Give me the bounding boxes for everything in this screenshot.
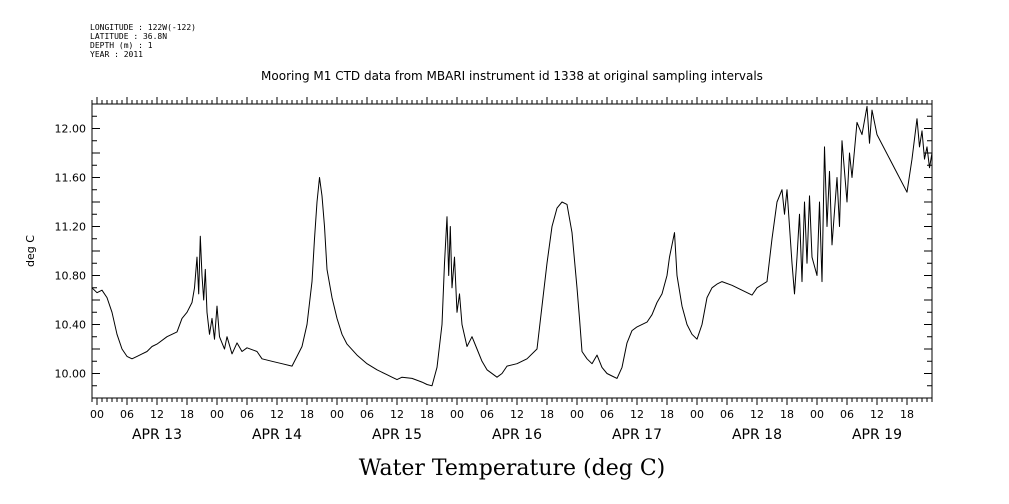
y-axis-label: deg C	[24, 235, 37, 267]
x-tick-label: 06	[600, 408, 614, 421]
x-tick-label: 00	[810, 408, 824, 421]
y-axis: 10.00 10.40 10.80 11.20 11.60 12.00	[55, 103, 932, 399]
x-tick-label: 06	[840, 408, 854, 421]
x-tick-label: 12	[390, 408, 404, 421]
x-tick-label: 00	[330, 408, 344, 421]
x-tick-label: 00	[210, 408, 224, 421]
x-axis-label: Water Temperature (deg C)	[359, 456, 666, 481]
series-group	[91, 105, 933, 387]
meta-longitude: LONGITUDE : 122W(-122)	[90, 23, 196, 32]
x-tick-label: 18	[300, 408, 314, 421]
x-day-label: APR 14	[252, 427, 302, 443]
x-tick-label: 00	[90, 408, 104, 421]
meta-year: YEAR : 2011	[90, 50, 143, 59]
meta-latitude: LATITUDE : 36.8N	[90, 32, 167, 41]
location-metadata: LONGITUDE : 122W(-122) LATITUDE : 36.8N …	[90, 23, 196, 59]
x-day-label: APR 18	[732, 427, 782, 443]
plot-frame	[91, 103, 933, 399]
y-tick-label: 10.00	[55, 368, 87, 381]
x-tick-label: 18	[660, 408, 674, 421]
x-tick-label: 12	[270, 408, 284, 421]
y-tick-label: 10.80	[55, 270, 87, 283]
x-tick-label: 06	[240, 408, 254, 421]
x-tick-label: 06	[480, 408, 494, 421]
chart-title: Mooring M1 CTD data from MBARI instrumen…	[261, 69, 763, 83]
x-tick-label: 12	[630, 408, 644, 421]
x-tick-label: 12	[510, 408, 524, 421]
x-tick-label: 18	[780, 408, 794, 421]
x-day-label: APR 19	[852, 427, 902, 443]
meta-depth: DEPTH (m) : 1	[90, 41, 153, 50]
x-tick-label: 00	[450, 408, 464, 421]
x-tick-label: 12	[870, 408, 884, 421]
y-tick-label: 11.60	[55, 172, 87, 185]
y-tick-label: 10.40	[55, 319, 87, 332]
y-tick-label: 11.20	[55, 221, 87, 234]
x-tick-label: 18	[540, 408, 554, 421]
x-axis: 00 06 12 18 00 06 12 18 00 06 12 18 00 06 12 18 00 06 12 18…	[90, 97, 933, 443]
x-tick-label: 18	[900, 408, 914, 421]
x-day-label: APR 17	[612, 427, 662, 443]
x-day-label: APR 16	[492, 427, 542, 443]
x-tick-label: 18	[180, 408, 194, 421]
x-tick-label: 06	[360, 408, 374, 421]
x-tick-label: 00	[690, 408, 704, 421]
x-tick-label: 12	[150, 408, 164, 421]
x-tick-label: 18	[420, 408, 434, 421]
y-tick-label: 12.00	[55, 123, 87, 136]
x-tick-label: 00	[570, 408, 584, 421]
x-day-label: APR 15	[372, 427, 422, 443]
x-tick-label: 06	[720, 408, 734, 421]
x-tick-label: 06	[120, 408, 134, 421]
x-tick-label: 12	[750, 408, 764, 421]
x-day-label: APR 13	[132, 427, 182, 443]
series-line-0	[91, 105, 933, 387]
